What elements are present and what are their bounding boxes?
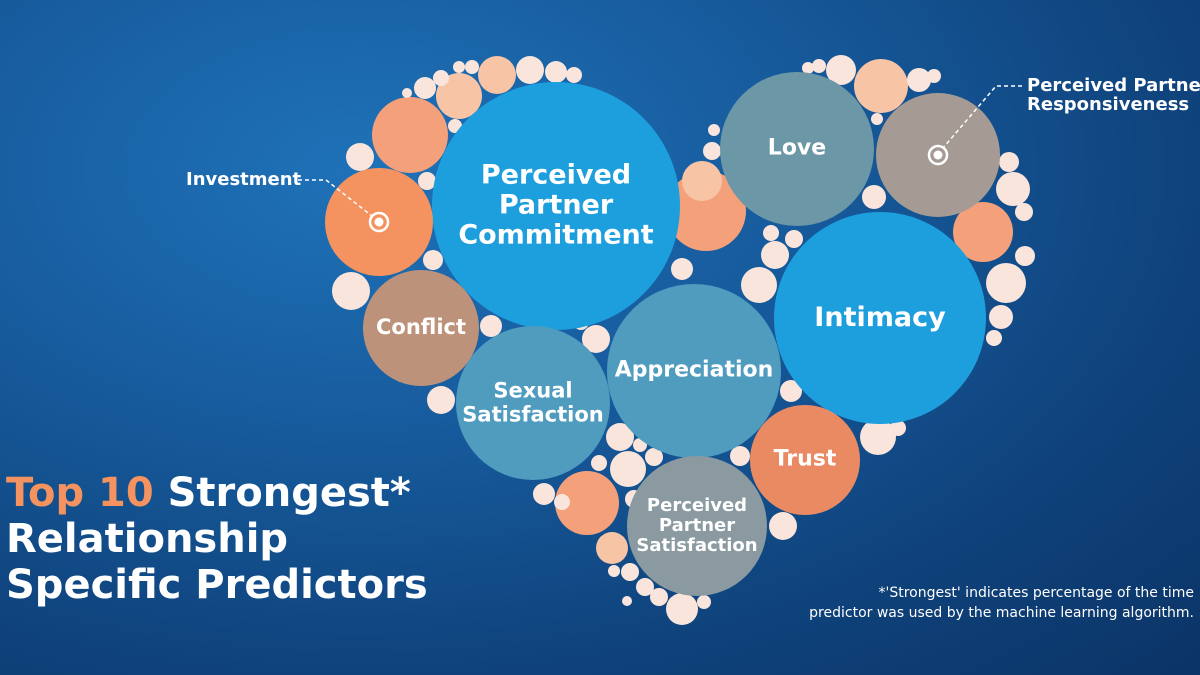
filler-bubble: [697, 595, 711, 609]
title-line-1-rest: Strongest*: [167, 470, 411, 516]
filler-bubble: [927, 69, 941, 83]
filler-bubble: [682, 161, 722, 201]
conflict-bubble: [363, 270, 479, 386]
filler-bubble: [478, 56, 516, 94]
filler-bubble: [671, 258, 693, 280]
predictor-bubbles: [325, 72, 1000, 596]
filler-bubble: [996, 172, 1030, 206]
filler-bubble: [989, 305, 1013, 329]
filler-bubble: [741, 267, 777, 303]
filler-bubble: [890, 420, 906, 436]
filler-bubble: [606, 423, 634, 451]
appreciation-bubble: [607, 284, 781, 458]
filler-bubble: [986, 330, 1002, 346]
filler-bubble: [402, 88, 412, 98]
filler-bubble: [636, 578, 654, 596]
perceived-partner-satisfaction-label: Perceived Partner Satisfaction: [636, 494, 758, 557]
filler-bubble: [554, 494, 570, 510]
filler-bubble: [730, 446, 750, 466]
filler-bubble: [555, 471, 619, 535]
filler-bubble: [769, 512, 797, 540]
sexual-satisfaction-bubble: [456, 326, 610, 480]
filler-bubble: [453, 61, 465, 73]
filler-bubble: [433, 70, 449, 86]
filler-bubble: [608, 565, 620, 577]
filler-bubble: [763, 225, 779, 241]
filler-bubble: [854, 59, 908, 113]
sexual-satisfaction-label: Sexual Satisfaction: [462, 378, 604, 426]
investment-marker-dot: [374, 217, 384, 227]
filler-bubble: [871, 113, 883, 125]
filler-bubble: [1015, 246, 1035, 266]
filler-bubble: [596, 532, 628, 564]
filler-bubble: [566, 67, 582, 83]
filler-bubble: [372, 97, 448, 173]
perceived-partner-satisfaction-bubble: [627, 456, 767, 596]
filler-bubble: [780, 380, 802, 402]
filler-bubble: [645, 448, 663, 466]
filler-bubble: [1015, 203, 1033, 221]
filler-bubble: [591, 455, 607, 471]
filler-bubble: [761, 241, 789, 269]
perceived-partner-responsiveness-marker-dot: [933, 150, 943, 160]
filler-bubble: [666, 593, 698, 625]
footnote-line-1: *'Strongest' indicates percentage of the…: [878, 585, 1194, 601]
title: Top 10 Strongest* Relationship Specific …: [6, 470, 428, 608]
appreciation-label: Appreciation: [614, 357, 774, 383]
filler-bubble: [427, 386, 455, 414]
filler-bubble: [480, 315, 502, 337]
filler-bubble: [650, 588, 668, 606]
filler-bubble: [622, 596, 632, 606]
filler-bubble: [332, 272, 370, 310]
trust-bubble: [750, 405, 860, 515]
footnote: *'Strongest' indicates percentage of the…: [809, 583, 1194, 624]
love-bubble: [720, 72, 874, 226]
decorative-bubbles: [332, 55, 1035, 625]
filler-bubble: [812, 59, 826, 73]
conflict-label: Conflict: [375, 315, 467, 340]
filler-bubble: [953, 202, 1013, 262]
filler-bubble: [860, 419, 896, 455]
perceived-partner-responsiveness-marker-ring: [927, 144, 949, 166]
filler-bubble: [862, 185, 886, 209]
investment-leader-line: [298, 179, 373, 217]
filler-bubble: [907, 68, 931, 92]
title-accent: Top 10: [6, 470, 154, 516]
filler-bubble: [703, 142, 721, 160]
filler-bubble: [516, 56, 544, 84]
investment-callout-label: Investment: [186, 169, 302, 190]
perceived-partner-commitment-label: Perceived Partner Commitment: [458, 159, 654, 252]
filler-bubble: [418, 172, 436, 190]
filler-bubble: [826, 55, 856, 85]
filler-bubble: [621, 563, 639, 581]
filler-bubble: [436, 73, 482, 119]
footnote-line-2: predictor was used by the machine learni…: [809, 605, 1194, 622]
filler-bubble: [610, 451, 646, 487]
filler-bubble: [414, 77, 436, 99]
perceived-partner-commitment-bubble: [432, 82, 680, 330]
filler-bubble: [465, 60, 479, 74]
perceived-partner-responsiveness-leader-line: [942, 85, 1022, 149]
filler-bubble: [423, 250, 443, 270]
title-line-1: Top 10 Strongest*: [6, 470, 428, 516]
filler-bubble: [999, 152, 1019, 172]
filler-bubble: [708, 124, 720, 136]
intimacy-bubble: [774, 212, 986, 424]
callout-markers: [298, 85, 1022, 233]
title-line-2: Relationship: [6, 516, 289, 562]
filler-bubble: [346, 143, 374, 171]
investment-marker-ring: [368, 211, 390, 233]
filler-bubble: [545, 61, 567, 83]
filler-bubble: [802, 62, 814, 74]
filler-bubble: [785, 230, 803, 248]
trust-label: Trust: [773, 446, 837, 472]
title-line-3: Specific Predictors: [6, 562, 428, 608]
perceived-partner-responsiveness-callout-label: Perceived Partner Responsiveness: [1027, 75, 1200, 115]
filler-bubble: [582, 325, 610, 353]
filler-bubble: [986, 263, 1026, 303]
intimacy-label: Intimacy: [814, 301, 946, 333]
love-label: Love: [767, 135, 827, 161]
filler-bubble: [533, 483, 555, 505]
